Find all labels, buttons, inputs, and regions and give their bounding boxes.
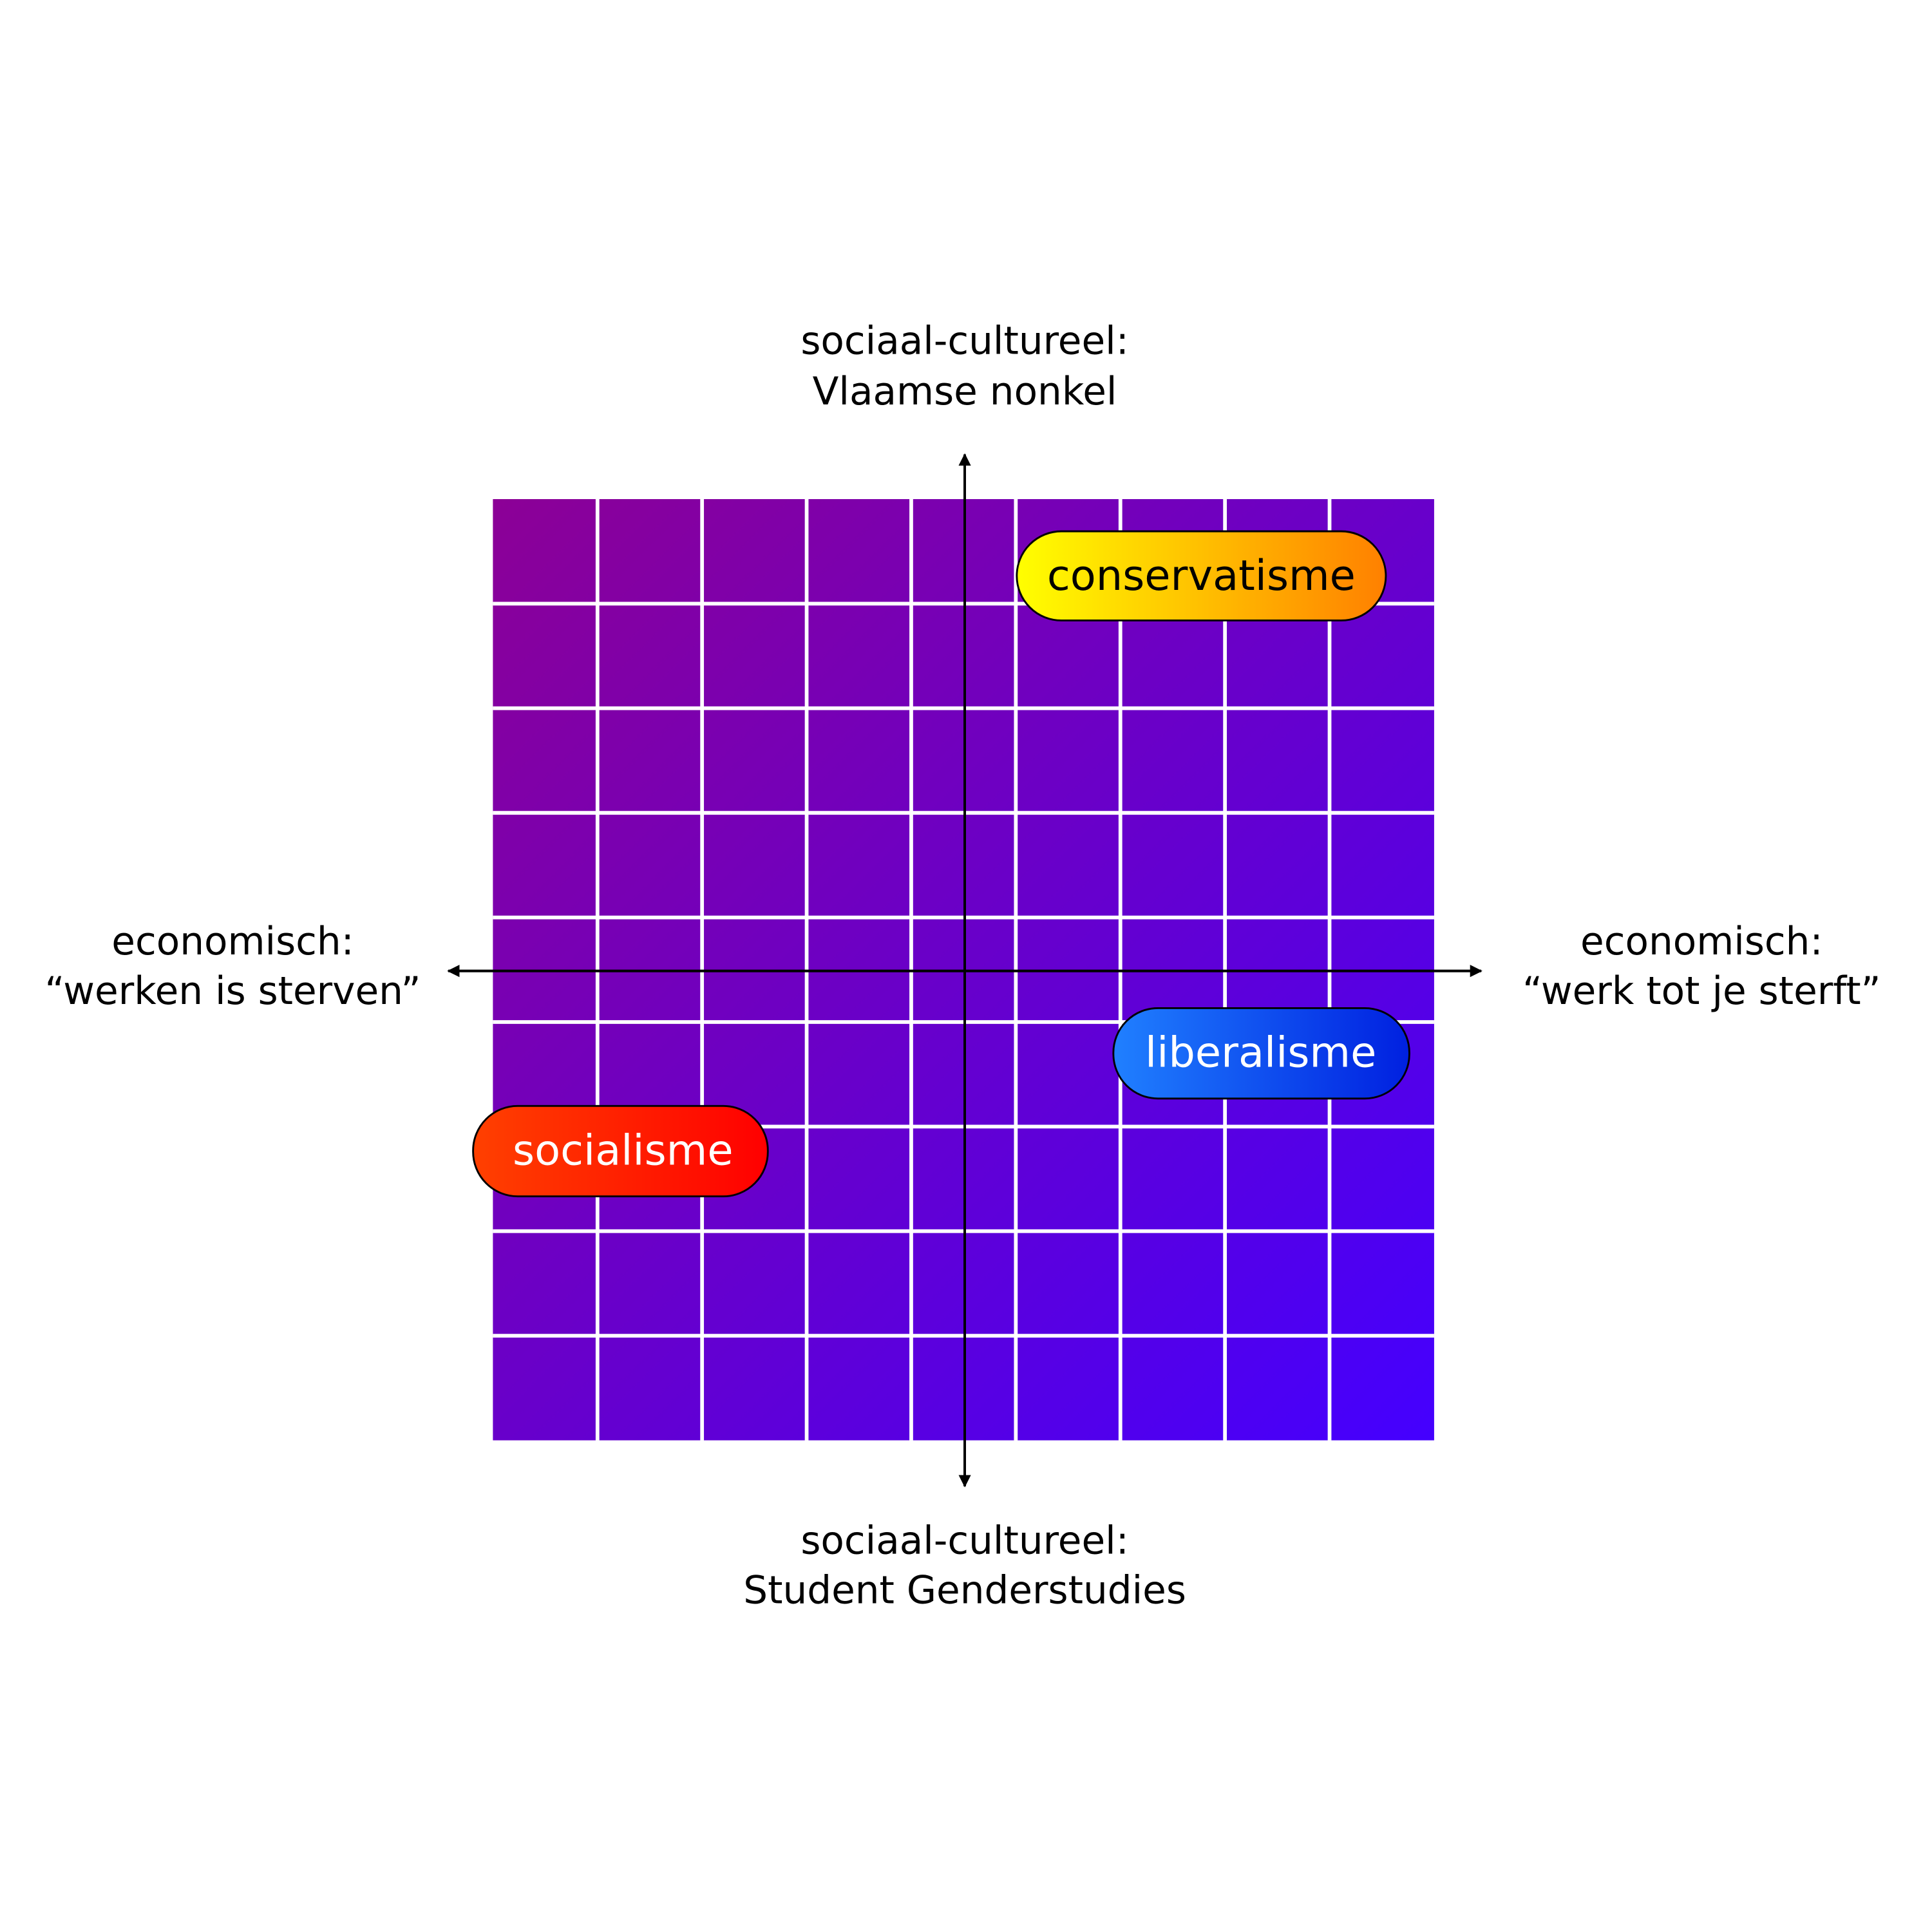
node: socialisme bbox=[472, 1104, 769, 1198]
axis-label: sociaal-cultureel: bbox=[800, 319, 1128, 363]
node-shape bbox=[472, 1104, 769, 1198]
node-shape bbox=[1016, 530, 1387, 621]
axis-label: economisch: bbox=[1580, 920, 1823, 964]
axis-label: sociaal-cultureel: bbox=[800, 1519, 1128, 1564]
axis-label: Vlaamse nonkel bbox=[813, 370, 1117, 414]
node-label: socialisme bbox=[513, 1126, 734, 1175]
node: liberalisme bbox=[1112, 1007, 1410, 1100]
node-label: conservatisme bbox=[1047, 551, 1356, 600]
axis-label: economisch: bbox=[111, 920, 354, 964]
node-shape bbox=[1112, 1007, 1410, 1100]
axis-label: Student Genderstudies bbox=[743, 1569, 1186, 1613]
node-label: liberalisme bbox=[1145, 1028, 1376, 1077]
axis-label: “werken is sterven” bbox=[45, 969, 421, 1014]
node: conservatisme bbox=[1016, 530, 1387, 621]
axis-label: “werk tot je sterft” bbox=[1522, 969, 1880, 1014]
